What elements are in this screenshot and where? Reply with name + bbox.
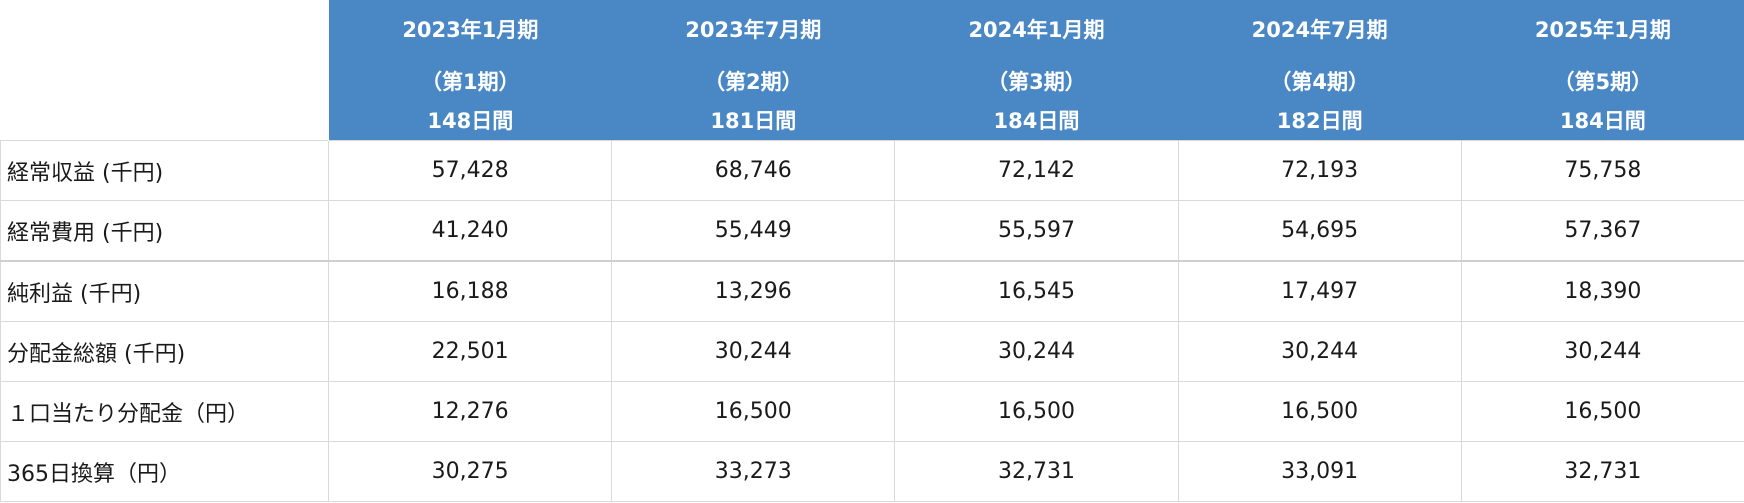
row-label: １口当たり分配金（円） xyxy=(0,381,329,442)
table-cell: 16,500 xyxy=(1461,381,1744,442)
table-row-ordinary-revenue: 経常収益 (千円) 57,428 68,746 72,142 72,193 75… xyxy=(0,140,1744,201)
table-row-net-income: 純利益 (千円) 16,188 13,296 16,545 17,497 18,… xyxy=(0,260,1744,322)
header-corner-cell xyxy=(0,0,329,141)
period-term: 2023年7月期 xyxy=(685,18,822,42)
table-row-ordinary-expenses: 経常費用 (千円) 41,240 55,449 55,597 54,695 57… xyxy=(0,200,1744,261)
table-cell: 75,758 xyxy=(1461,140,1744,201)
period-days: 148日間 xyxy=(427,109,514,133)
table-body: 経常収益 (千円) 57,428 68,746 72,142 72,193 75… xyxy=(0,140,1744,502)
table-header: 2023年1月期 （第1期） 148日間 2023年7月期 （第2期） 181日… xyxy=(0,0,1744,141)
table-cell: 16,500 xyxy=(611,381,896,442)
table-row-distribution-per-unit: １口当たり分配金（円） 12,276 16,500 16,500 16,500 … xyxy=(0,381,1744,442)
table-cell: 55,449 xyxy=(611,200,896,261)
row-label: 365日換算（円） xyxy=(0,441,329,502)
table-cell: 33,273 xyxy=(611,441,896,502)
period-term: 2024年7月期 xyxy=(1251,18,1388,42)
period-header-1: 2023年1月期 （第1期） 148日間 xyxy=(328,0,612,141)
table-cell: 68,746 xyxy=(611,140,896,201)
row-label: 分配金総額 (千円) xyxy=(0,321,329,382)
period-term: 2023年1月期 xyxy=(402,18,539,42)
row-label: 純利益 (千円) xyxy=(0,260,329,322)
period-header-4: 2024年7月期 （第4期） 182日間 xyxy=(1178,0,1462,141)
table-cell: 54,695 xyxy=(1178,200,1462,261)
table-row-total-distribution: 分配金総額 (千円) 22,501 30,244 30,244 30,244 3… xyxy=(0,321,1744,382)
table-cell: 16,545 xyxy=(894,260,1179,322)
table-cell: 32,731 xyxy=(894,441,1179,502)
table-row-annualized: 365日換算（円） 30,275 33,273 32,731 33,091 32… xyxy=(0,441,1744,502)
table-cell: 16,500 xyxy=(894,381,1179,442)
table-cell: 72,193 xyxy=(1178,140,1462,201)
table-cell: 57,428 xyxy=(328,140,613,201)
table-cell: 30,244 xyxy=(1461,321,1744,382)
table-cell: 13,296 xyxy=(611,260,896,322)
table-cell: 30,244 xyxy=(611,321,896,382)
period-days: 184日間 xyxy=(1559,109,1646,133)
table-cell: 17,497 xyxy=(1178,260,1462,322)
table-cell: 30,244 xyxy=(1178,321,1462,382)
period-days: 184日間 xyxy=(993,109,1080,133)
table-cell: 41,240 xyxy=(328,200,613,261)
period-number: （第5期） xyxy=(1553,70,1653,94)
period-number: （第2期） xyxy=(703,70,803,94)
table-cell: 16,188 xyxy=(328,260,613,322)
row-label: 経常費用 (千円) xyxy=(0,200,329,261)
period-header-3: 2024年1月期 （第3期） 184日間 xyxy=(894,0,1179,141)
row-label: 経常収益 (千円) xyxy=(0,140,329,201)
period-number: （第3期） xyxy=(987,70,1086,94)
period-days: 182日間 xyxy=(1276,109,1363,133)
header-row: 2023年1月期 （第1期） 148日間 2023年7月期 （第2期） 181日… xyxy=(0,0,1744,141)
table-cell: 32,731 xyxy=(1461,441,1744,502)
period-days: 181日間 xyxy=(710,109,797,133)
period-term: 2024年1月期 xyxy=(968,18,1105,42)
table-cell: 12,276 xyxy=(328,381,613,442)
table-cell: 18,390 xyxy=(1461,260,1744,322)
table-cell: 30,275 xyxy=(328,441,613,502)
table-cell: 33,091 xyxy=(1178,441,1462,502)
table-cell: 57,367 xyxy=(1461,200,1744,261)
period-number: （第4期） xyxy=(1270,70,1369,94)
table-cell: 55,597 xyxy=(894,200,1179,261)
period-number: （第1期） xyxy=(421,70,520,94)
table-cell: 72,142 xyxy=(894,140,1179,201)
table-cell: 16,500 xyxy=(1178,381,1462,442)
period-header-5: 2025年1月期 （第5期） 184日間 xyxy=(1461,0,1744,141)
period-header-2: 2023年7月期 （第2期） 181日間 xyxy=(611,0,895,141)
period-term: 2025年1月期 xyxy=(1534,18,1671,42)
table-cell: 22,501 xyxy=(328,321,613,382)
table-cell: 30,244 xyxy=(894,321,1179,382)
